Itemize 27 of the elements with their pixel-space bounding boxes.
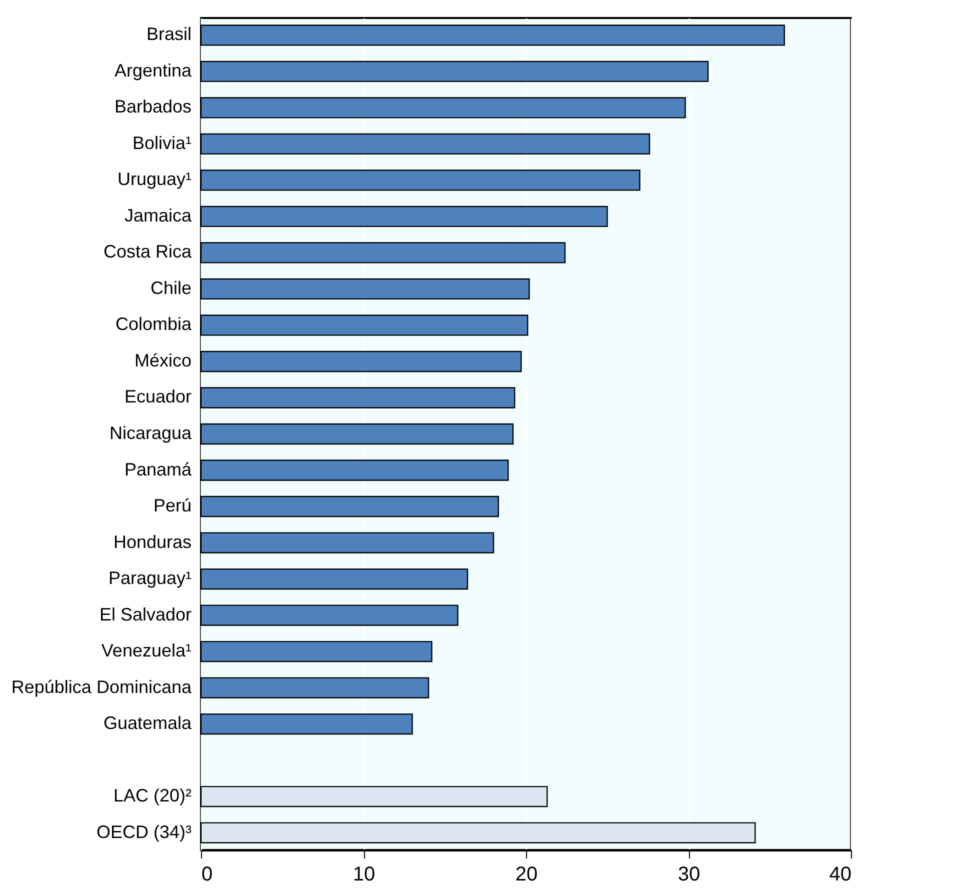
y-tick-label: Honduras (113, 532, 192, 552)
y-tick-label: México (134, 350, 192, 370)
y-tick-label: Bolivia¹ (132, 132, 192, 153)
y-tick-label: Nicaragua (109, 423, 192, 443)
y-tick-label: El Salvador (99, 604, 192, 624)
y-tick-label: Costa Rica (103, 242, 192, 262)
y-tick-label: Chile (150, 278, 192, 298)
y-tick-label: LAC (20)² (113, 786, 192, 806)
y-tick-label: Venezuela¹ (101, 640, 192, 661)
x-tick-label: 0 (202, 864, 213, 886)
y-tick-label: Guatemala (103, 713, 192, 734)
x-tick-label: 40 (829, 864, 852, 886)
x-tick-label: 20 (515, 864, 538, 886)
y-tick-label: Barbados (114, 96, 192, 117)
y-tick-label: OECD (34)³ (96, 822, 192, 842)
y-tick-label: Panamá (124, 459, 192, 480)
y-tick-label: Brasil (146, 24, 192, 44)
y-tick-label: Jamaica (124, 205, 192, 226)
y-tick-label: Uruguay¹ (117, 169, 192, 190)
y-tick-label: Ecuador (124, 386, 192, 407)
y-tick-label: República Dominicana (11, 676, 192, 697)
y-tick-label: Argentina (114, 60, 192, 80)
y-tick-label: Colombia (115, 314, 192, 334)
x-tick-label: 30 (678, 864, 700, 886)
x-tick-label: 10 (352, 864, 376, 886)
y-tick-label: Paraguay¹ (108, 568, 192, 588)
y-tick-label: Perú (153, 496, 192, 516)
